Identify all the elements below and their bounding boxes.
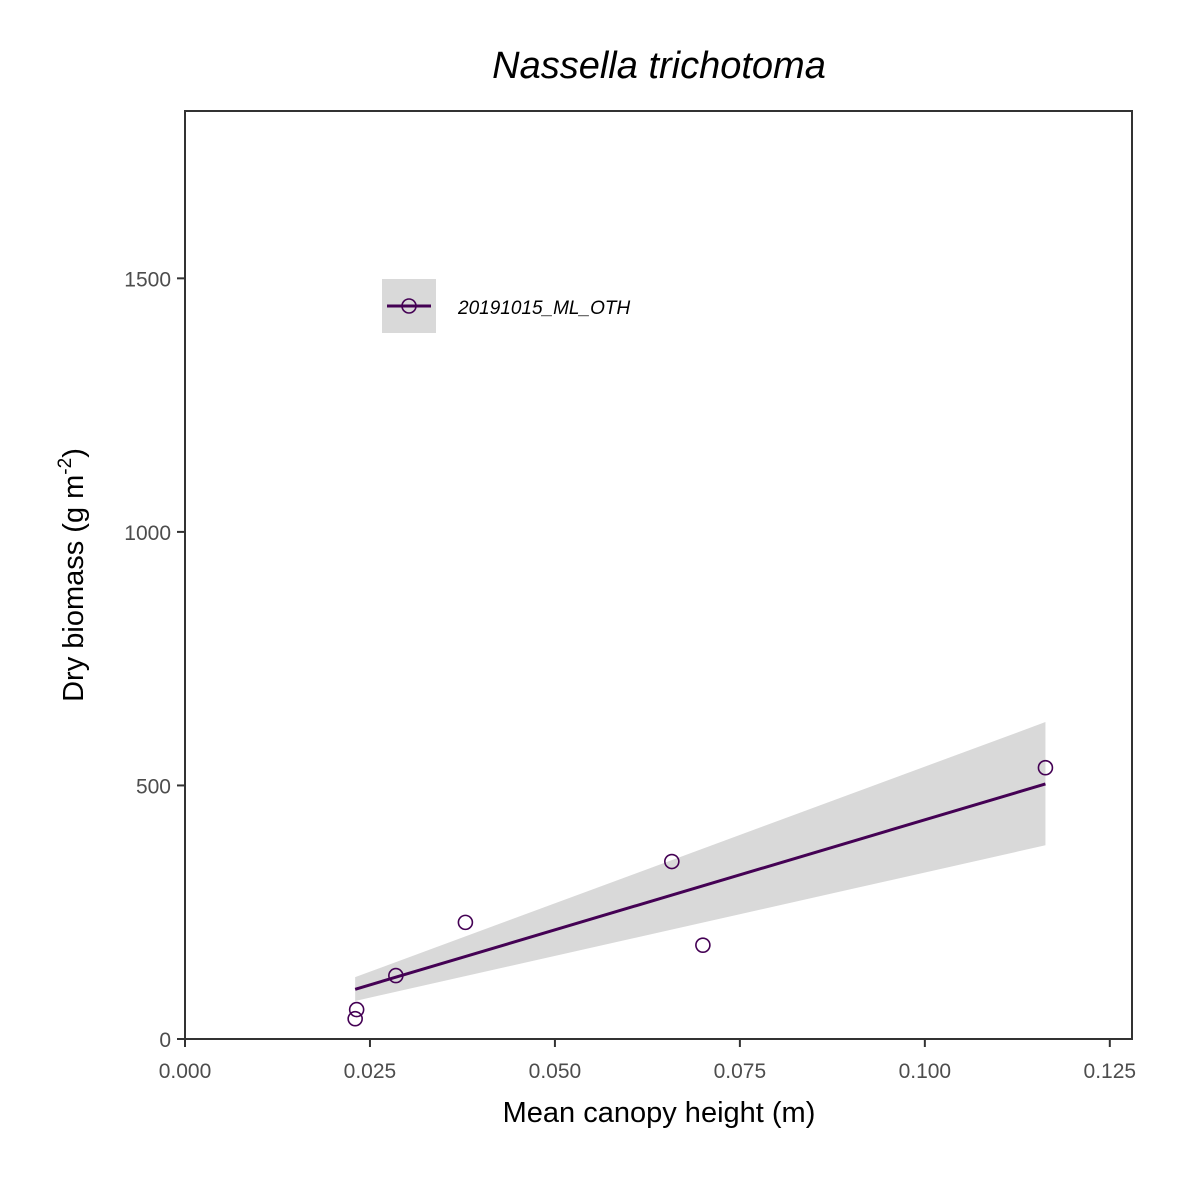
y-tick-label: 1000 [124,522,171,545]
data-point-2 [348,1001,365,1018]
x-tick-label: 0.075 [714,1060,767,1083]
data-point-7 [1037,759,1054,776]
panel-border [184,110,1133,1040]
y-axis-title-superscript: -2 [55,458,76,475]
x-tick-label: 0.050 [529,1060,582,1083]
fit-line [354,782,1046,991]
legend-key-point [401,298,417,314]
x-tick-label: 0.100 [899,1060,952,1083]
y-axis: 0 500 1000 1500 [124,268,185,1052]
x-tick-label: 0.000 [159,1060,212,1083]
y-tick-label: 1500 [124,268,171,291]
data-point-5 [664,853,680,870]
y-axis-title-close: ) [58,448,90,458]
chart-title: Nassella trichotoma [492,45,826,87]
legend-label: 20191015_ML_OTH [457,298,630,319]
x-tick-label: 0.125 [1084,1060,1137,1083]
confidence-ribbon [355,722,1046,1001]
y-tick-label: 0 [159,1029,171,1052]
x-axis-title: Mean canopy height (m) [503,1097,816,1129]
x-tick-label: 0.025 [344,1060,397,1083]
x-axis: 0.000 0.025 0.050 0.075 0.100 0.125 [159,1039,1136,1083]
data-point-3 [388,967,404,984]
plot-area [347,722,1054,1027]
y-axis-title: Dry biomass (g m-2) [55,448,90,702]
legend: 20191015_ML_OTH [382,279,630,333]
data-point-6 [695,937,711,953]
y-tick-label: 500 [136,775,171,798]
data-point-4 [457,914,474,931]
y-axis-title-main: Dry biomass (g m [58,475,90,702]
data-point-1 [347,1010,363,1027]
